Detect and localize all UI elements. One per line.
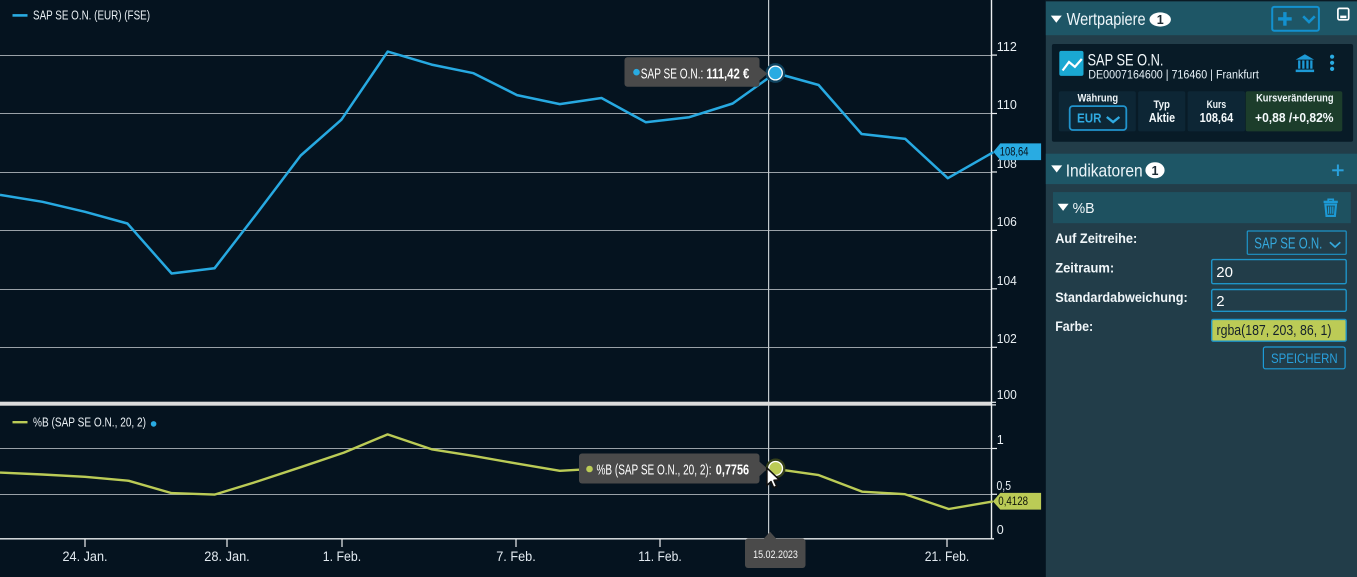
svg-text:SPEICHERN: SPEICHERN	[1271, 351, 1338, 366]
svg-text:0,5: 0,5	[997, 478, 1012, 493]
svg-text:Währung: Währung	[1077, 92, 1118, 104]
svg-text:108,64: 108,64	[1000, 144, 1029, 158]
svg-text:%B: %B	[1073, 200, 1095, 217]
svg-text:1. Feb.: 1. Feb.	[323, 549, 362, 564]
svg-text:1: 1	[997, 432, 1004, 447]
svg-text:Auf Zeitreihe:: Auf Zeitreihe:	[1055, 231, 1137, 247]
svg-text:EUR: EUR	[1077, 112, 1102, 126]
svg-text:SAP SE O.N.: SAP SE O.N.	[1254, 235, 1322, 252]
svg-text:Kurs: Kurs	[1207, 99, 1227, 111]
svg-text:15.02.2023: 15.02.2023	[753, 549, 798, 561]
svg-text:SAP SE O.N.:: SAP SE O.N.:	[641, 66, 704, 82]
svg-text:Farbe:: Farbe:	[1055, 319, 1093, 335]
svg-text:102: 102	[997, 331, 1017, 346]
svg-text:7. Feb.: 7. Feb.	[496, 549, 536, 564]
svg-text:SAP SE O.N.: SAP SE O.N.	[1088, 52, 1164, 70]
svg-text:112: 112	[997, 39, 1017, 54]
svg-text:104: 104	[997, 273, 1017, 288]
svg-text:24. Jan.: 24. Jan.	[63, 549, 108, 564]
svg-text:21. Feb.: 21. Feb.	[925, 549, 970, 564]
svg-text:0: 0	[997, 522, 1004, 537]
svg-text:110: 110	[997, 97, 1017, 112]
svg-text:SAP SE O.N. (EUR) (FSE): SAP SE O.N. (EUR) (FSE)	[33, 8, 150, 23]
svg-text:20: 20	[1216, 264, 1233, 281]
svg-text:28. Jan.: 28. Jan.	[204, 549, 250, 564]
svg-text:+0,88 /+0,82%: +0,88 /+0,82%	[1255, 110, 1334, 125]
svg-text:0,7756: 0,7756	[716, 462, 749, 478]
svg-text:1: 1	[1157, 13, 1164, 27]
svg-text:2: 2	[1216, 293, 1224, 310]
svg-text:100: 100	[997, 387, 1017, 402]
svg-text:Kursveränderung: Kursveränderung	[1256, 92, 1333, 104]
svg-text:Typ: Typ	[1153, 99, 1170, 111]
svg-text:0,4128: 0,4128	[998, 494, 1028, 508]
svg-text:11. Feb.: 11. Feb.	[638, 549, 682, 564]
svg-text:%B (SAP SE O.N., 20, 2):: %B (SAP SE O.N., 20, 2):	[597, 462, 712, 478]
svg-text:Aktie: Aktie	[1149, 110, 1175, 125]
svg-text:Zeitraum:: Zeitraum:	[1055, 261, 1114, 277]
svg-text:Standardabweichung:: Standardabweichung:	[1055, 290, 1188, 306]
svg-text:1: 1	[1152, 164, 1159, 178]
svg-text:106: 106	[997, 214, 1017, 229]
svg-text:rgba(187, 203, 86, 1): rgba(187, 203, 86, 1)	[1217, 322, 1332, 339]
svg-text:108,64: 108,64	[1200, 110, 1234, 125]
svg-text:%B (SAP SE O.N., 20, 2): %B (SAP SE O.N., 20, 2)	[33, 416, 146, 430]
svg-text:Wertpapiere: Wertpapiere	[1067, 9, 1146, 29]
svg-text:111,42 €: 111,42 €	[706, 66, 749, 82]
svg-text:Indikatoren: Indikatoren	[1066, 160, 1143, 180]
svg-text:DE0007164600 | 716460 | Frankf: DE0007164600 | 716460 | Frankfurt	[1088, 68, 1259, 82]
